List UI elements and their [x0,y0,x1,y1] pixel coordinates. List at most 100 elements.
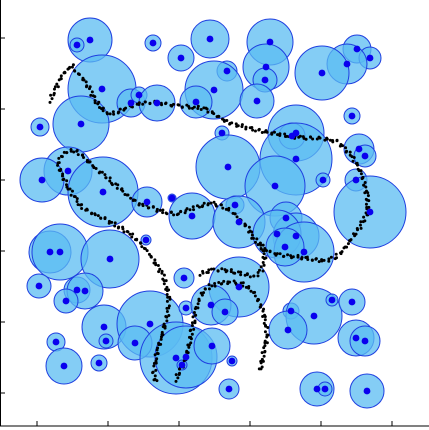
path-point [202,201,206,205]
path-point [113,221,117,225]
center-point [182,353,190,361]
path-point [185,349,189,353]
path-point [268,250,272,254]
path-point [159,337,163,341]
center-point [146,320,154,328]
path-point [75,148,79,152]
path-point [141,102,145,106]
path-point [156,352,160,356]
path-point [264,256,268,260]
path-point [165,289,169,293]
path-point [278,132,282,136]
path-point [76,203,80,207]
path-point [263,341,267,345]
path-point [263,330,267,334]
path-point [209,267,213,271]
path-point [56,163,60,167]
center-point [64,167,72,175]
path-point [122,108,126,112]
path-point [111,110,115,114]
path-point [96,214,100,218]
trajectory-points [48,63,371,383]
path-point [189,335,193,339]
path-point [183,211,187,215]
path-point [367,199,371,203]
path-point [230,121,234,125]
path-point [108,112,112,116]
path-point [228,280,232,284]
path-point [247,225,251,229]
path-point [282,254,286,258]
center-point [319,176,327,184]
path-point [366,194,370,198]
path-point [266,325,270,329]
path-point [143,100,147,104]
path-point [165,299,169,303]
path-point [261,309,265,313]
path-point [197,297,201,301]
path-point [239,270,243,274]
path-point [363,191,367,195]
path-point [162,282,166,286]
path-point [259,265,263,269]
path-point [116,226,120,230]
center-point [73,41,81,49]
path-point [317,260,321,264]
path-point [113,224,117,228]
center-point [98,85,106,93]
path-point [87,87,91,91]
path-point [164,211,168,215]
path-point [314,257,318,261]
center-point [62,297,70,305]
path-point [222,118,226,122]
path-point [233,271,237,275]
path-point [192,208,196,212]
path-point [110,220,114,224]
path-point [192,310,196,314]
path-point [153,374,157,378]
path-point [81,78,85,82]
path-point [239,273,243,277]
path-point [206,202,210,206]
path-point [157,343,161,347]
path-point [250,126,254,130]
path-point [175,213,179,217]
path-point [59,74,63,78]
center-point [178,361,186,369]
path-point [117,110,121,114]
path-point [225,269,229,273]
path-point [333,257,337,261]
path-point [70,65,74,69]
center-point [135,91,143,99]
center-point [282,214,290,222]
center-point [143,198,151,206]
path-point [152,364,156,368]
path-point [253,129,257,133]
path-point [257,128,261,132]
center-point [343,60,351,68]
path-point [206,271,210,275]
path-point [96,102,100,106]
path-point [358,223,362,227]
center-point [46,248,54,256]
path-point [216,114,220,118]
path-point [216,269,220,273]
center-point [153,99,161,107]
path-point [82,155,86,159]
path-point [104,176,108,180]
center-point [228,357,236,365]
path-point [169,210,173,214]
path-point [59,77,63,81]
center-point [292,232,300,240]
path-point [273,252,277,256]
center-point [221,308,229,316]
path-point [259,303,263,307]
path-point [93,95,97,99]
center-point [206,35,214,43]
path-point [99,216,103,220]
center-point [366,54,374,62]
center-point [86,36,94,44]
path-point [88,160,92,164]
